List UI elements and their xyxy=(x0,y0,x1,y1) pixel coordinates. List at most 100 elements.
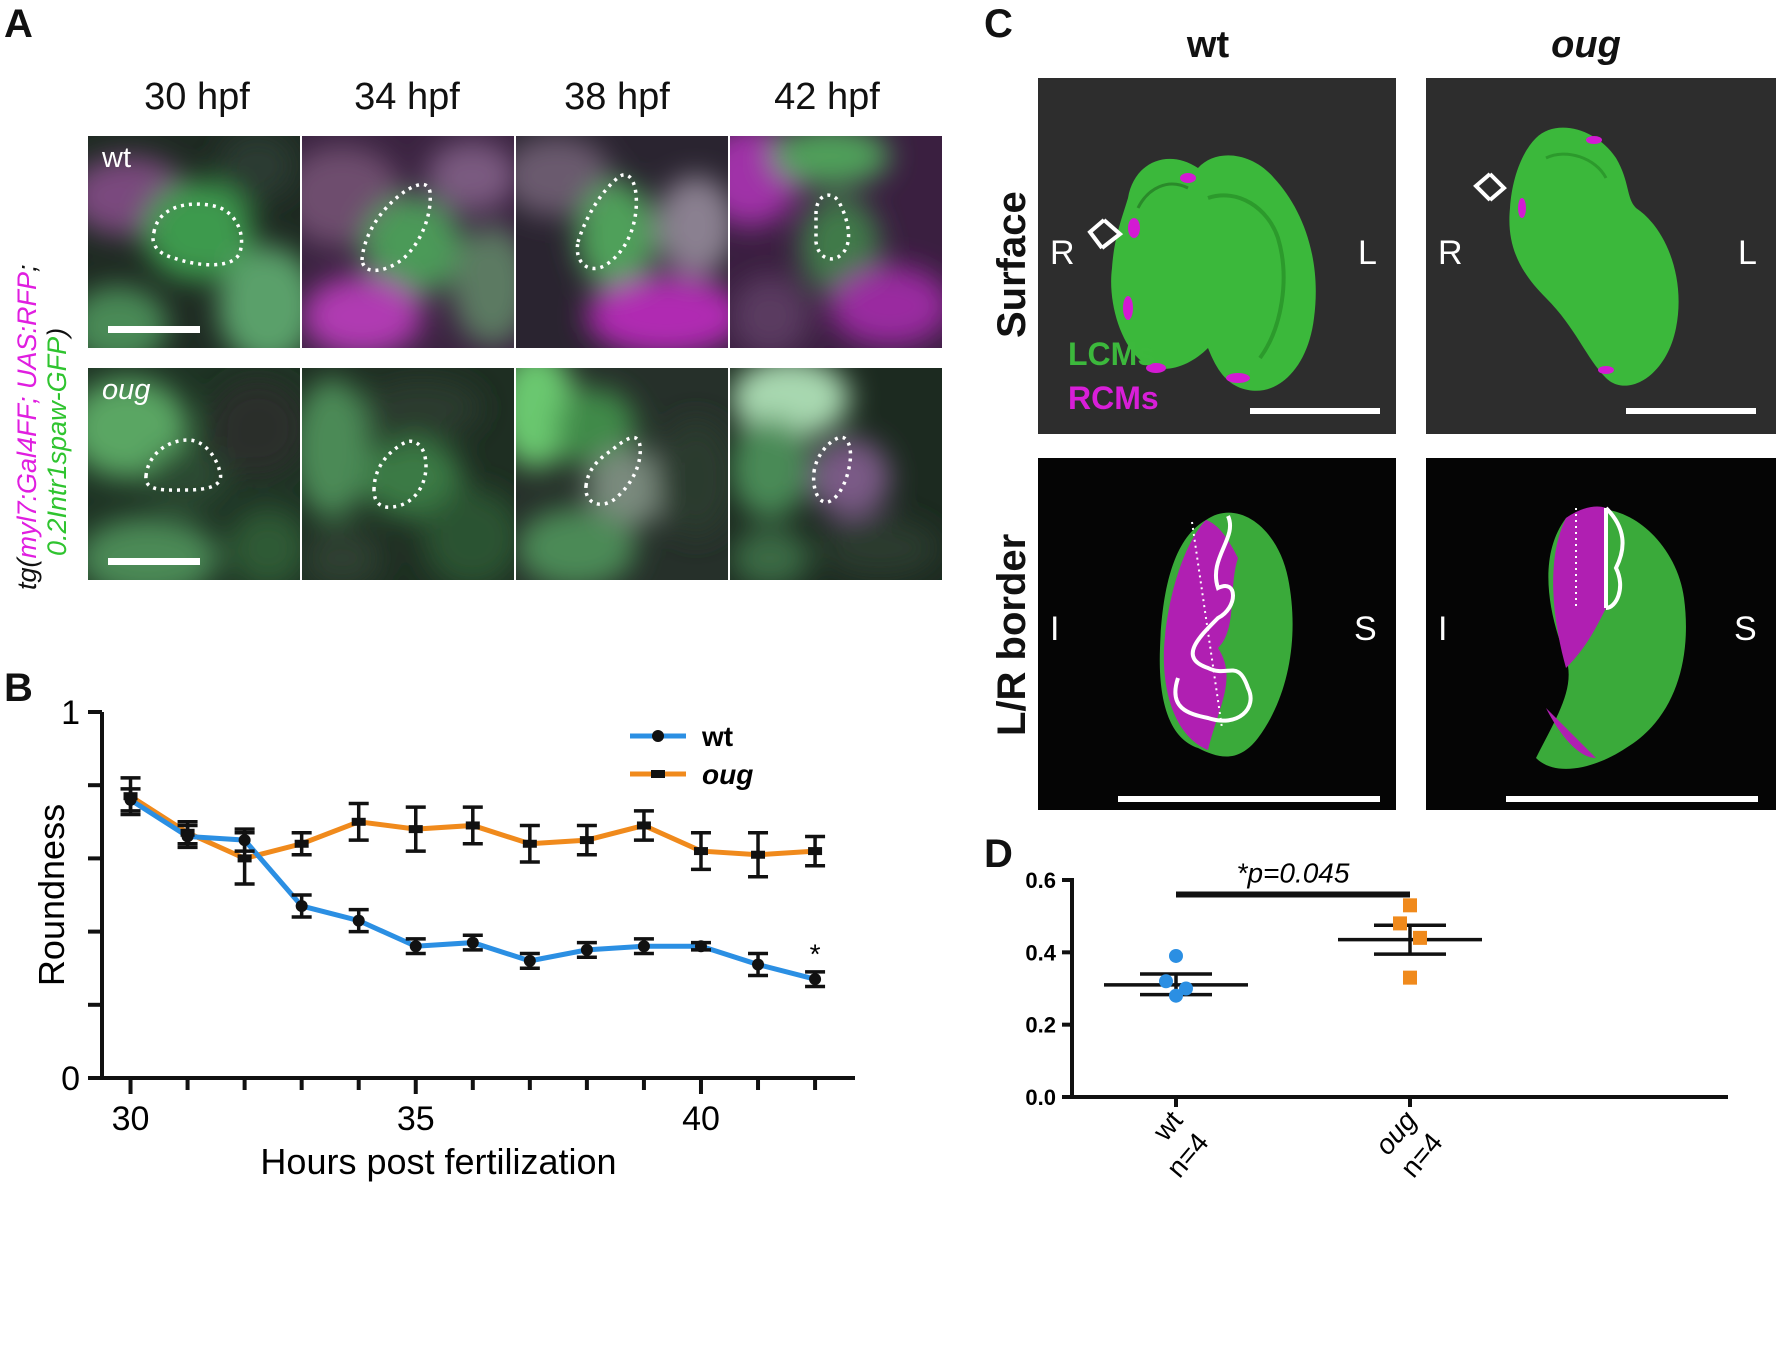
legend-label-oug: oug xyxy=(702,759,753,790)
data-point-wt xyxy=(352,914,365,927)
y-axis-label: Roundness xyxy=(31,804,72,986)
row-label-surface: Surface xyxy=(990,191,1034,338)
data-point-oug xyxy=(751,850,766,859)
scale-bar xyxy=(1118,796,1380,802)
scale-bar xyxy=(1626,408,1756,414)
micrograph-image xyxy=(302,136,514,348)
column-label-wt: wt xyxy=(1186,24,1230,66)
data-point-wt xyxy=(523,954,536,967)
y-tick-label: 0 xyxy=(61,1060,80,1098)
data-point-wt xyxy=(637,940,650,953)
data-point-wt xyxy=(238,834,251,847)
micrograph-image xyxy=(88,368,300,580)
x-tick-label: 35 xyxy=(397,1100,435,1138)
data-point-oug xyxy=(237,854,252,863)
micrograph-oug-34hpf xyxy=(302,368,514,580)
data-point-wt xyxy=(466,936,479,949)
data-point-wt xyxy=(181,830,194,843)
panel-label-c: C xyxy=(984,2,1013,46)
data-point-oug xyxy=(465,821,480,830)
surface-render-wt: R L LCMs RCMs xyxy=(1038,78,1396,434)
ylabel-part: ) xyxy=(42,327,72,337)
legend-lcms: LCMs xyxy=(1068,336,1156,372)
legend-rcms: RCMs xyxy=(1068,380,1159,416)
data-point-wt xyxy=(1169,948,1183,963)
ylabel-part: ; xyxy=(12,264,42,272)
eye-icon xyxy=(1087,218,1124,250)
micrograph-wt-34hpf xyxy=(302,136,514,348)
y-tick-label: 0.0 xyxy=(1025,1085,1056,1110)
legend-marker-oug xyxy=(651,770,665,778)
side-label-r: R xyxy=(1438,234,1463,272)
legend-label-wt: wt xyxy=(701,721,733,752)
data-point-oug xyxy=(408,825,423,834)
x-tick-label: 40 xyxy=(682,1100,720,1138)
panel-label-d: D xyxy=(984,832,1013,876)
timepoint-label: 34 hpf xyxy=(354,76,460,118)
row-label-oug: oug xyxy=(102,374,151,406)
data-point-oug xyxy=(1393,916,1407,931)
micrograph-image xyxy=(302,368,514,580)
scale-bar xyxy=(108,558,200,565)
timepoint-label: 30 hpf xyxy=(144,76,250,118)
data-point-wt xyxy=(295,899,308,912)
micrograph-oug-30hpf: oug xyxy=(88,368,300,580)
micrograph-image xyxy=(730,136,942,348)
data-point-wt xyxy=(409,940,422,953)
side-label-s: S xyxy=(1354,610,1377,648)
heart-surface-image xyxy=(1087,155,1380,414)
micrograph-wt-42hpf xyxy=(730,136,942,348)
data-point-oug xyxy=(1413,930,1427,945)
data-point-oug xyxy=(294,839,309,848)
row-label-lr-border: L/R border xyxy=(990,533,1034,736)
roundness-chart: 0 1 30 35 40 Hours post fertilization Roundnes… xyxy=(31,694,855,1182)
y-tick-label: 0.6 xyxy=(1025,868,1056,893)
timepoint-label: 38 hpf xyxy=(564,76,670,118)
scale-bar xyxy=(108,326,200,333)
significance-label: *p=0.045 xyxy=(1237,857,1350,888)
micrograph-wt-30hpf: wt xyxy=(88,136,300,348)
y-tick-label: 0.4 xyxy=(1025,940,1056,965)
heart-border-image xyxy=(1506,506,1758,802)
side-label-l: L xyxy=(1358,234,1377,272)
ylabel-part: 0.2Intr1spaw-GFP xyxy=(42,336,72,556)
panel-label-b: B xyxy=(4,666,33,710)
micrograph-wt-38hpf xyxy=(516,136,728,348)
heart-surface-image xyxy=(1473,127,1756,414)
scale-bar xyxy=(1250,408,1380,414)
data-point-oug xyxy=(1403,970,1417,985)
border-render-oug: I S xyxy=(1426,458,1776,810)
data-point-oug xyxy=(693,847,708,856)
panel-label-a: A xyxy=(4,2,33,46)
y-tick-label: 0.2 xyxy=(1025,1013,1056,1038)
x-tick-label: 30 xyxy=(112,1100,150,1138)
data-point-oug xyxy=(808,847,823,856)
panel-a-ylabel: tg(myl7:Gal4FF; UAS:RFP; 0.2Intr1spaw-GF… xyxy=(12,264,72,590)
scale-bar xyxy=(1506,796,1758,802)
data-point-wt xyxy=(1159,974,1173,989)
micrograph-oug-42hpf xyxy=(730,368,942,580)
micrograph-image xyxy=(516,368,728,580)
column-label-oug: oug xyxy=(1551,24,1621,66)
micrograph-oug-38hpf xyxy=(516,368,728,580)
heart-border-image xyxy=(1118,512,1380,802)
side-label-i: I xyxy=(1050,610,1060,648)
legend-marker-wt xyxy=(652,730,664,742)
meandering-chart: 0.00.20.40.6L/R Border Meandering*p=0.04… xyxy=(1025,857,1728,1183)
micrograph-image xyxy=(516,136,728,348)
data-point-wt xyxy=(1179,981,1193,996)
data-point-wt xyxy=(580,943,593,956)
data-point-wt xyxy=(752,958,765,971)
significance-star: * xyxy=(810,939,821,970)
side-label-i: I xyxy=(1438,610,1448,648)
y-tick-label: 1 xyxy=(61,694,80,732)
ylabel-part: myl7:Gal4FF; UAS:RFP xyxy=(12,271,42,559)
side-label-l: L xyxy=(1738,234,1757,272)
row-label-wt: wt xyxy=(102,142,131,174)
data-point-oug xyxy=(351,817,366,826)
x-axis-label: Hours post fertilization xyxy=(260,1141,616,1182)
data-point-oug xyxy=(1403,898,1417,913)
timepoint-label: 42 hpf xyxy=(774,76,880,118)
data-point-oug xyxy=(522,839,537,848)
data-point-oug xyxy=(579,836,594,845)
